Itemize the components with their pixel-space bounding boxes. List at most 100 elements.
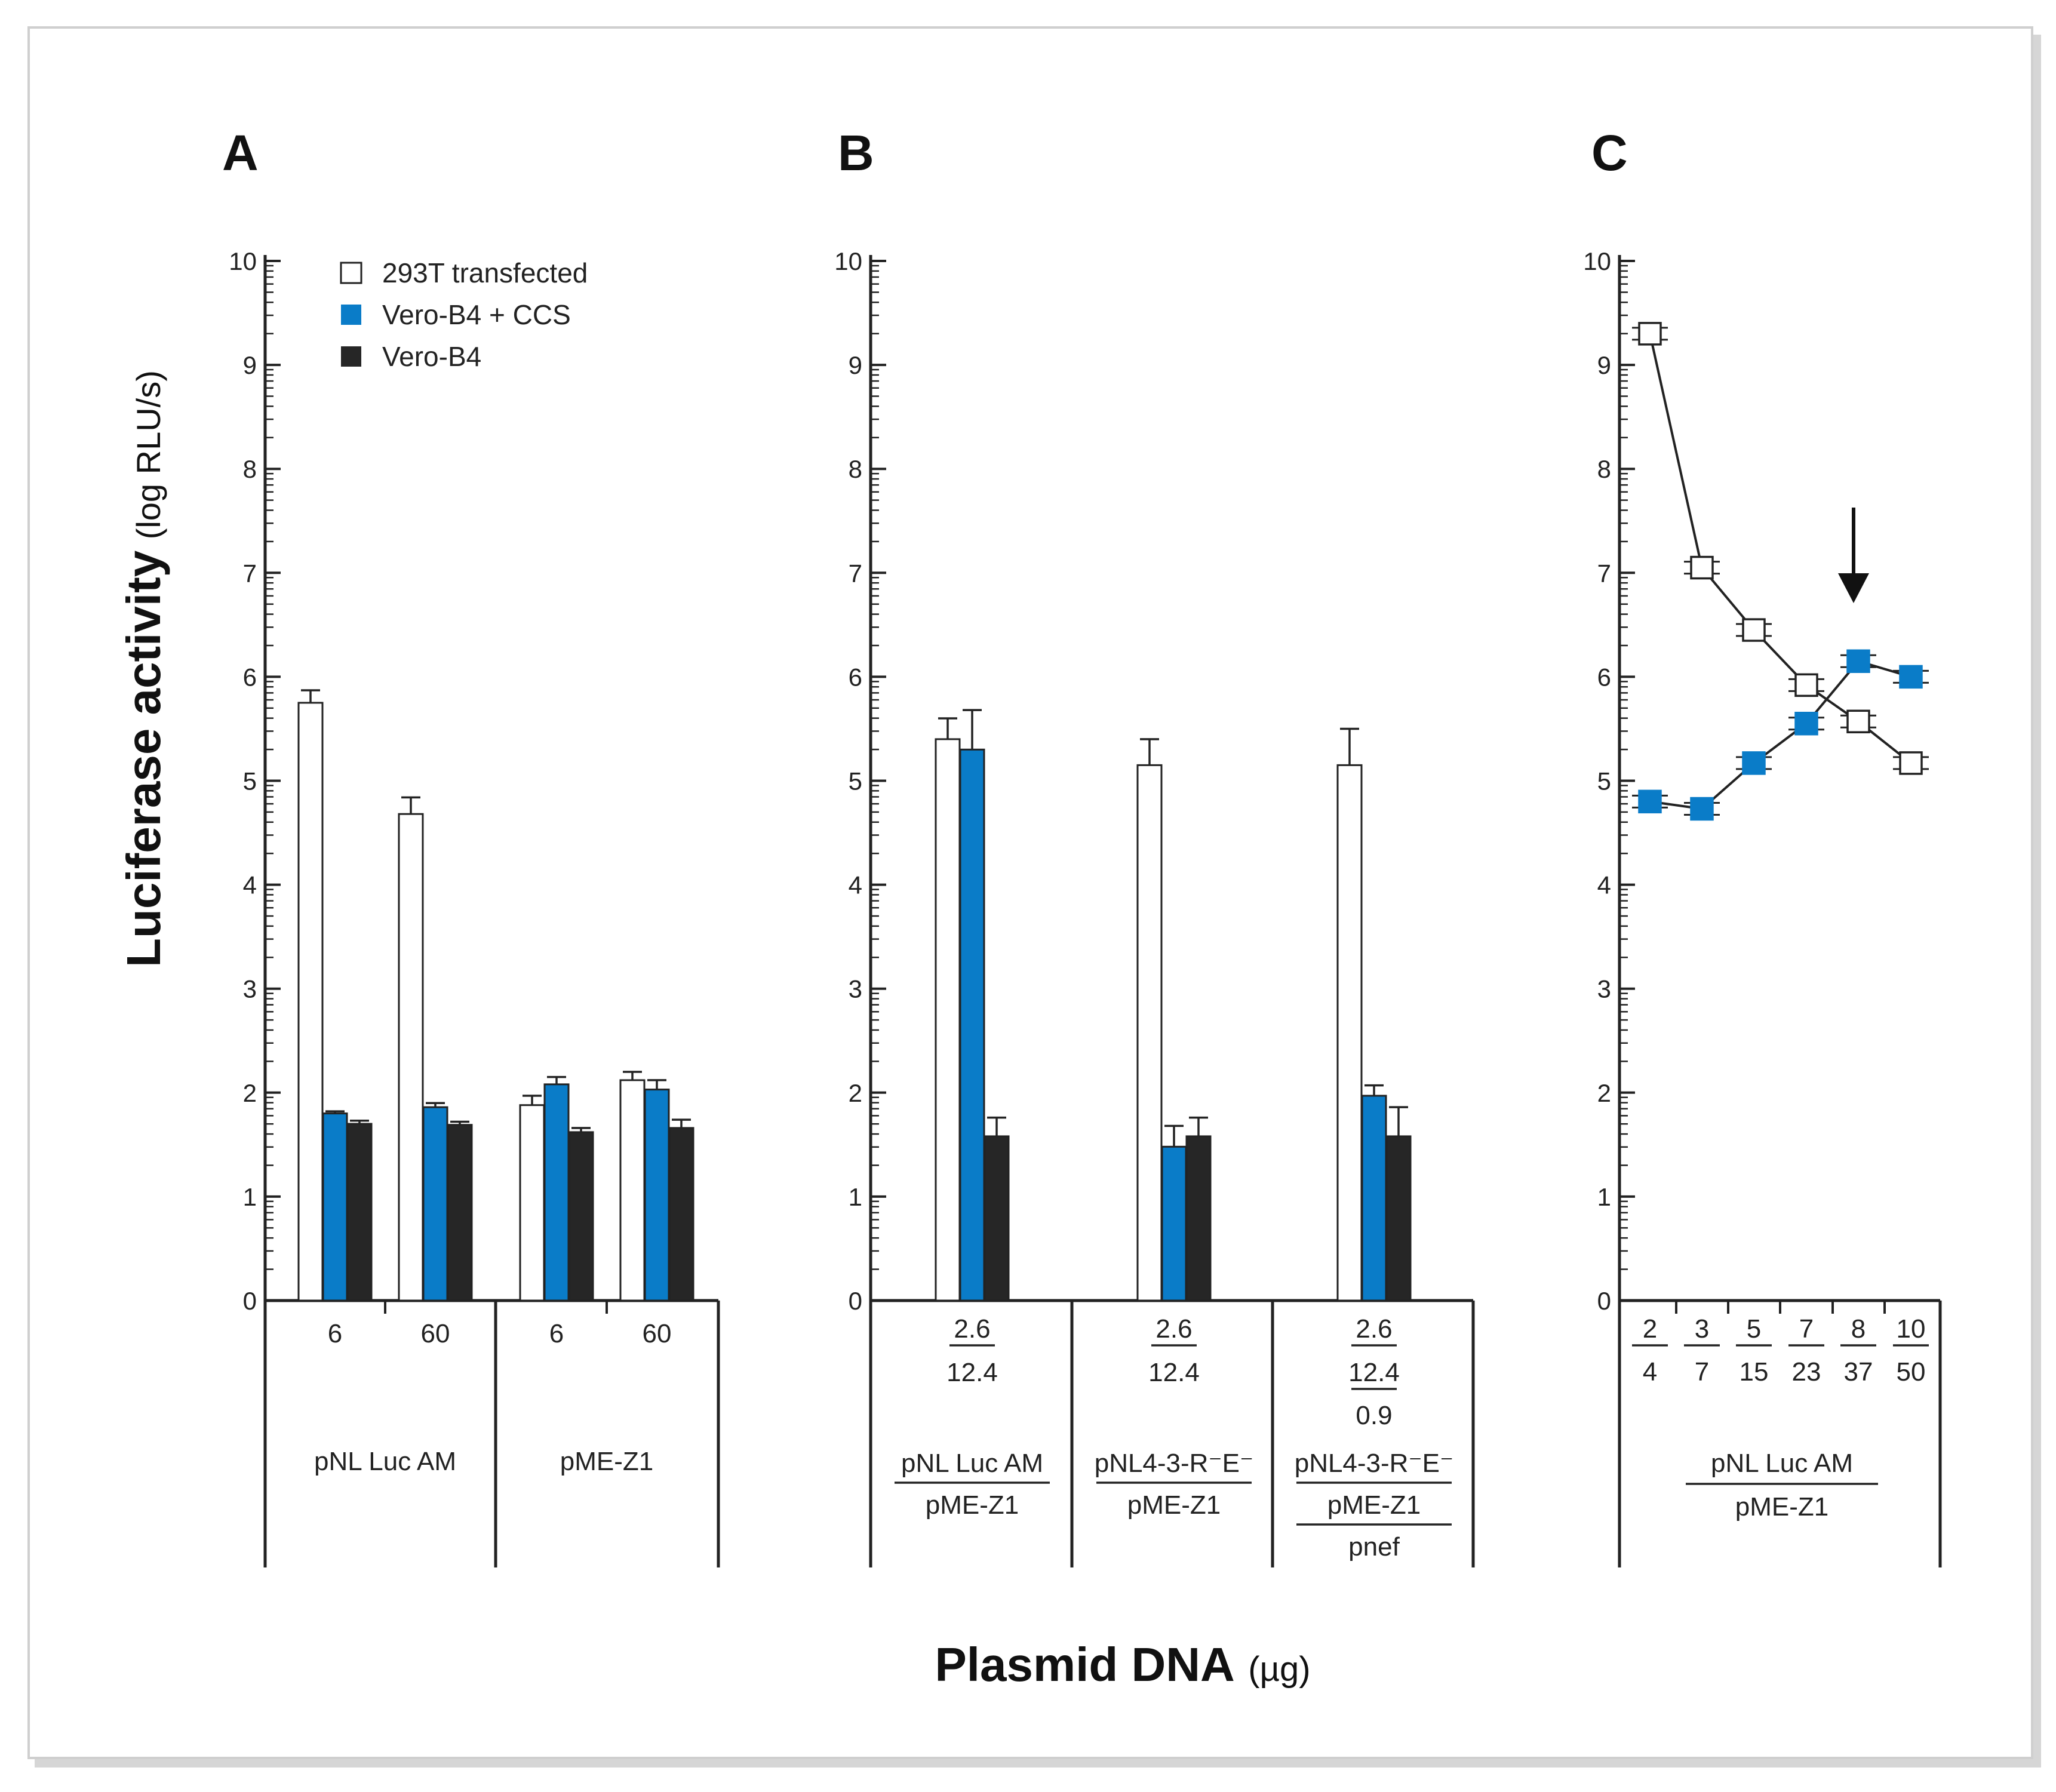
bar	[568, 1131, 594, 1302]
panel-letter-b: B	[838, 125, 874, 181]
amount-label: 12.4	[1348, 1358, 1400, 1387]
x-tick-label-top: 8	[1851, 1314, 1866, 1344]
bar-group	[619, 1071, 694, 1302]
x-tick-label-top: 10	[1897, 1314, 1926, 1344]
amount-label: 2.6	[954, 1314, 990, 1344]
y-tick-label: 8	[1597, 455, 1611, 483]
x-tick-label-bottom: 15	[1740, 1357, 1769, 1387]
legend-label-vero-ccs: Vero-B4 + CCS	[382, 299, 571, 330]
x-axis-title-unit: (µg)	[1248, 1650, 1310, 1689]
data-point	[1794, 673, 1818, 697]
bar-group	[1136, 738, 1212, 1302]
bar	[1361, 1095, 1387, 1302]
bar	[398, 813, 424, 1302]
x-tick-label-top: 3	[1695, 1314, 1709, 1344]
plasmid-label: pME-Z1	[1327, 1490, 1421, 1520]
y-tick-label: 9	[849, 351, 862, 379]
series-vero-ccs	[1632, 649, 1929, 821]
y-tick-label: 5	[243, 767, 257, 795]
y-tick-label: 9	[243, 351, 257, 379]
amount-label: 2.6	[1356, 1314, 1392, 1344]
y-tick-label: 4	[1597, 871, 1611, 899]
data-point	[1742, 618, 1766, 642]
bar	[644, 1089, 670, 1302]
bar-group	[519, 1075, 594, 1302]
x-axis-title: Plasmid DNA (µg)	[935, 1638, 1310, 1691]
bar	[1136, 764, 1163, 1302]
arrow-annotation	[1838, 508, 1869, 603]
data-point	[1899, 751, 1923, 775]
bar-group	[398, 796, 473, 1302]
panel-letter-c: C	[1591, 125, 1628, 181]
data-point	[1742, 751, 1766, 775]
frame	[27, 26, 2033, 1759]
data-point	[1690, 555, 1714, 580]
bar	[668, 1127, 694, 1302]
plasmid-label: pNL Luc AM	[901, 1449, 1043, 1478]
y-tick-label: 6	[849, 663, 862, 691]
bar	[1161, 1145, 1187, 1302]
x-tick-label-bottom: 7	[1695, 1357, 1709, 1387]
y-tick-label: 1	[849, 1183, 862, 1211]
legend-swatch-vero-ccs	[341, 305, 361, 325]
y-tick-label: 8	[849, 455, 862, 483]
y-tick-label: 2	[849, 1079, 862, 1107]
x-tick-label: 6	[328, 1319, 342, 1348]
y-tick-label: 0	[1597, 1287, 1611, 1315]
legend-swatch-293t	[340, 262, 362, 284]
legend: 293T transfected Vero-B4 + CCS Vero-B4	[340, 257, 588, 372]
x-tick-label-bottom: 37	[1844, 1357, 1873, 1387]
bar-group	[935, 709, 1010, 1302]
bar-group	[1336, 727, 1412, 1302]
panel-a: 6 60 6 60 pNL Luc AM pME-Z1	[297, 689, 720, 1567]
y-tick-label: 3	[1597, 975, 1611, 1003]
amount-label: 12.4	[946, 1358, 998, 1387]
group-label: pME-Z1	[560, 1447, 653, 1476]
y-tick-label: 4	[243, 871, 257, 899]
x-tick-label-top: 7	[1799, 1314, 1814, 1344]
group-label: pNL Luc AM	[314, 1447, 456, 1476]
bar	[984, 1135, 1010, 1302]
y-tick-label: 7	[243, 559, 257, 587]
x-tick-label-top: 2	[1643, 1314, 1657, 1344]
bar	[346, 1123, 373, 1302]
bar	[1385, 1135, 1412, 1302]
data-point	[1846, 649, 1870, 674]
group-label-top: pNL Luc AM	[1711, 1449, 1853, 1478]
bar	[519, 1104, 545, 1302]
bar	[619, 1079, 646, 1302]
data-point	[1794, 711, 1818, 736]
data-point	[1638, 789, 1662, 814]
plasmid-label: pnef	[1348, 1532, 1400, 1562]
bar-group	[297, 689, 373, 1302]
plasmid-label: pME-Z1	[926, 1490, 1019, 1520]
x-tick-label: 6	[549, 1319, 564, 1348]
y-tick-label: 9	[1597, 351, 1611, 379]
y-tick-label: 10	[1583, 247, 1611, 275]
bar	[447, 1124, 473, 1302]
y-tick-label: 4	[849, 871, 862, 899]
x-tick-label-bottom: 4	[1643, 1357, 1657, 1387]
axis-panel-b: 0 1 2 3 4 5 6 7 8 9 10	[834, 247, 1473, 1567]
plasmid-label: pNL4-3-R⁻E⁻	[1295, 1449, 1454, 1478]
y-tick-label: 10	[229, 247, 257, 275]
data-point	[1899, 665, 1923, 689]
y-tick-label: 0	[849, 1287, 862, 1315]
amount-label: 12.4	[1148, 1358, 1200, 1387]
bar	[297, 702, 324, 1302]
y-tick-label: 7	[849, 559, 862, 587]
y-axis-title-unit: (log RLU/s)	[130, 370, 167, 539]
x-tick-label: 60	[643, 1319, 672, 1348]
y-tick-label: 5	[849, 767, 862, 795]
y-tick-label: 5	[1597, 767, 1611, 795]
bar	[1185, 1135, 1212, 1302]
legend-swatch-vero	[341, 346, 361, 367]
bar	[322, 1112, 348, 1302]
y-tick-label: 10	[834, 247, 862, 275]
y-axis-title-main: Luciferase activity	[117, 550, 170, 967]
bar	[1336, 764, 1363, 1302]
